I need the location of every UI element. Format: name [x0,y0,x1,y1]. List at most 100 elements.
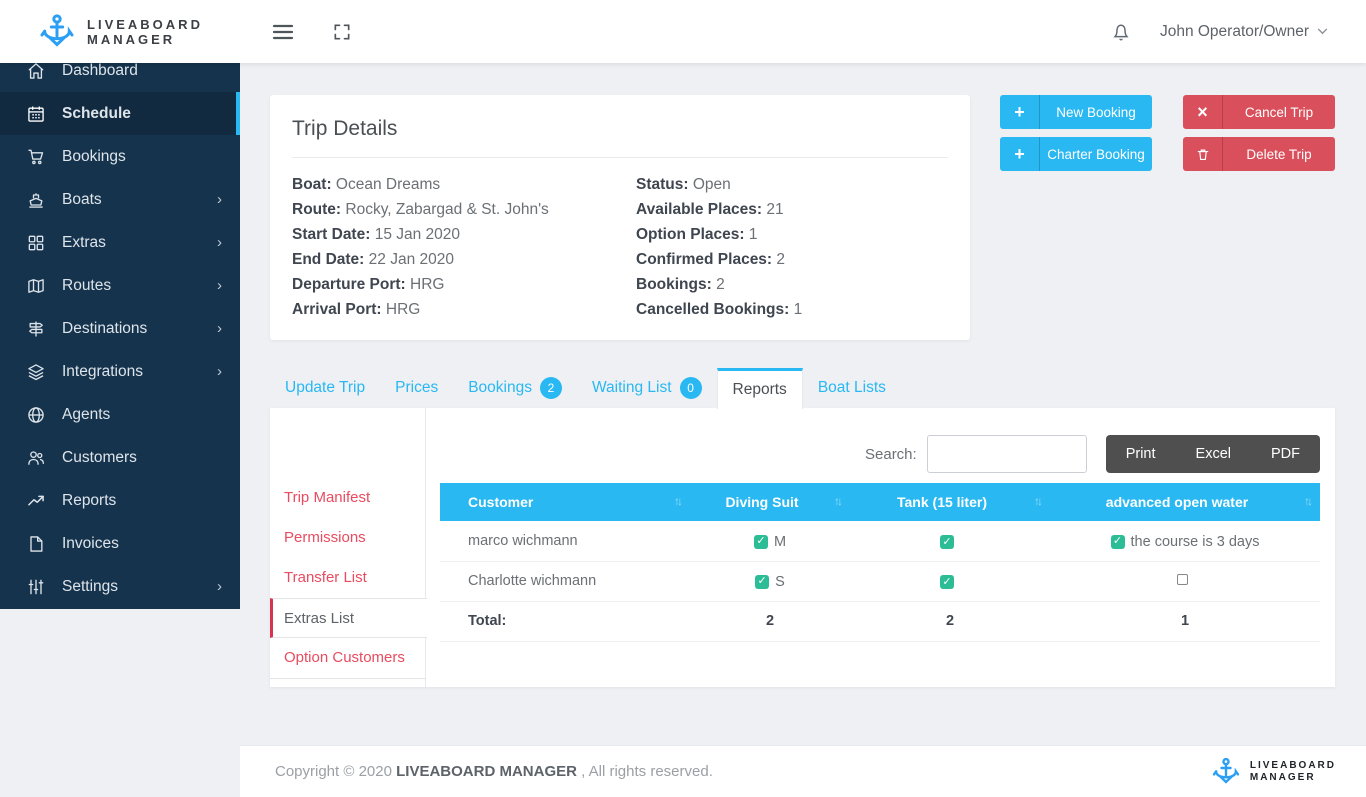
tab-waiting-list[interactable]: Waiting List 0 [577,368,717,408]
report-menu-transfer-list[interactable]: Transfer List [270,558,426,598]
user-name: John Operator/Owner [1159,22,1309,40]
table-row: Charlotte wichmann S [440,561,1320,602]
sidebar-item-destinations[interactable]: Destinations › [0,307,240,350]
diving-suit-cell: M [690,521,850,562]
diving-suit-cell: S [690,561,850,602]
brand-logo[interactable]: LIVEABOARD MANAGER [0,0,240,63]
hamburger-icon [272,24,294,39]
report-menu-permissions[interactable]: Permissions [270,518,426,558]
sidebar-item-label: Extras [62,233,106,251]
trip-option-places: Option Places: 1 [636,226,758,243]
trip-status: Status: Open [636,176,731,193]
sidebar-item-label: Settings [62,577,119,595]
trip-end-date: End Date: 22 Jan 2020 [292,251,454,268]
sidebar-item-boats[interactable]: Boats › [0,178,240,221]
sidebar-item-invoices[interactable]: Invoices [0,522,240,565]
checkbox-icon [755,574,770,589]
trip-arrival-port: Arrival Port: HRG [292,301,421,318]
print-button[interactable]: Print [1106,435,1176,473]
tab-update-trip[interactable]: Update Trip [270,368,380,408]
plus-icon: + [1000,95,1040,129]
top-header: LIVEABOARD MANAGER John Ope [0,0,1366,63]
trip-confirmed-places: Confirmed Places: 2 [636,251,786,268]
excel-button[interactable]: Excel [1176,435,1251,473]
sidebar-item-integrations[interactable]: Integrations › [0,350,240,393]
checkbox-icon [1110,534,1125,549]
trip-available-places: Available Places: 21 [636,201,784,218]
column-header-advanced-open-water[interactable]: advanced open water ↑↓ [1050,483,1320,521]
report-menu-trip-manifest[interactable]: Trip Manifest [270,478,426,518]
report-menu-option-customers[interactable]: Option Customers [270,638,426,678]
map-icon [26,276,46,296]
user-menu[interactable]: John Operator/Owner [1160,23,1328,41]
report-menu-extras-list[interactable]: Extras List [270,598,427,638]
column-header-diving-suit[interactable]: Diving Suit ↑↓ [690,483,850,521]
sidebar-item-bookings[interactable]: Bookings [0,135,240,178]
sidebar-item-settings[interactable]: Settings › [0,565,240,608]
tab-reports[interactable]: Reports [716,368,803,409]
table-row: marco wichmann M the course is 3 days [440,521,1320,562]
bell-icon [1113,23,1129,40]
total-tank: 2 [850,601,1050,642]
trip-boat: Boat: Ocean Dreams [292,176,441,193]
search-input[interactable] [926,435,1087,473]
column-header-tank[interactable]: Tank (15 liter) ↑↓ [850,483,1050,521]
brand-logo-icon [1212,757,1240,784]
divider [292,157,948,158]
sidebar-item-reports[interactable]: Reports [0,479,240,522]
checkbox-icon [1176,574,1188,585]
chart-icon [26,491,46,511]
sidebar-item-label: Boats [62,190,102,208]
advanced-open-water-cell: the course is 3 days [1050,521,1320,562]
table-header-row: Customer ↑↓ Diving Suit ↑↓ Tank (15 liter)… [440,483,1320,521]
sidebar-item-label: Integrations [62,362,143,380]
trash-icon [1183,137,1223,171]
pdf-button[interactable]: PDF [1251,435,1320,473]
report-menu-column [270,408,426,687]
sidebar-toggle-button[interactable] [266,17,300,47]
cart-icon [26,147,46,167]
sidebar-item-extras[interactable]: Extras › [0,221,240,264]
column-header-customer[interactable]: Customer ↑↓ [440,483,690,521]
close-icon: × [1183,95,1223,129]
fullscreen-icon [334,24,350,40]
grid-icon [26,233,46,253]
copyright-text: Copyright © 2020 LIVEABOARD MANAGER , Al… [275,763,713,780]
cancel-trip-button[interactable]: × Cancel Trip [1183,95,1335,129]
delete-trip-button[interactable]: Delete Trip [1183,137,1335,171]
charter-booking-button[interactable]: + Charter Booking [1000,137,1152,171]
sidebar-item-label: Bookings [62,147,126,165]
tab-prices[interactable]: Prices [380,368,453,408]
table-total-row: Total: 2 2 1 [440,601,1320,642]
trip-bookings-count: Bookings: 2 [636,276,725,293]
chevron-right-icon: › [217,191,222,208]
sidebar-item-label: Invoices [62,534,119,552]
new-booking-button[interactable]: + New Booking [1000,95,1152,129]
boat-icon [26,190,46,210]
sidebar-item-label: Customers [62,448,137,466]
report-menu: Trip Manifest Permissions Transfer List … [270,478,427,679]
search-label: Search: [865,445,917,463]
fullscreen-button[interactable] [326,16,358,48]
sidebar-item-agents[interactable]: Agents [0,393,240,436]
total-label: Total: [440,601,690,642]
notifications-button[interactable] [1110,20,1132,44]
page-title: Trip Details [292,117,398,140]
sidebar-item-dashboard[interactable]: Dashboard [0,63,240,92]
sidebar-item-routes[interactable]: Routes › [0,264,240,307]
customer-name-cell: Charlotte wichmann [440,561,690,602]
tab-boat-lists[interactable]: Boat Lists [803,368,901,408]
signpost-icon [26,319,46,339]
sidebar-item-label: Agents [62,405,111,423]
sidebar-item-label: Routes [62,276,112,294]
export-button-group: Print Excel PDF [1105,435,1320,473]
sidebar-item-customers[interactable]: Customers [0,436,240,479]
sort-icon: ↑↓ [1304,494,1313,508]
sort-icon: ↑↓ [674,494,683,508]
tab-bookings[interactable]: Bookings 2 [453,368,577,408]
sidebar-nav: Dashboard Schedule Bookings Boats › Extr… [0,63,240,609]
table-controls: Search: Print Excel PDF [440,435,1320,473]
chevron-right-icon: › [217,320,222,337]
sidebar-item-schedule[interactable]: Schedule [0,92,240,135]
chevron-right-icon: › [217,277,222,294]
